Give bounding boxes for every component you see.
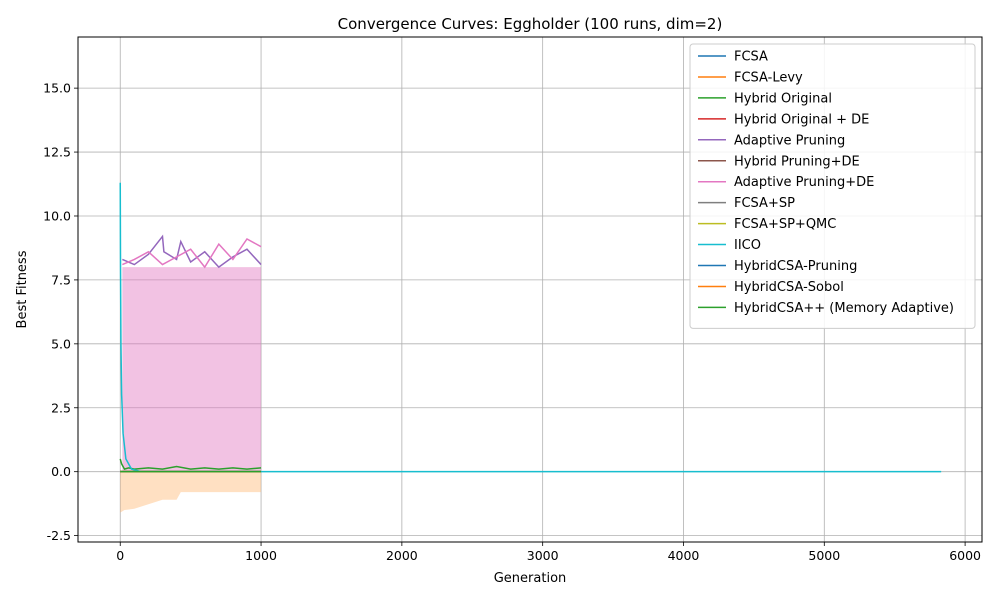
band-adaptive-pruning-de <box>122 267 262 472</box>
confidence-bands <box>120 267 262 513</box>
legend-label: IICO <box>734 238 761 253</box>
y-tick-label: 5.0 <box>51 336 71 351</box>
series-line-adaptive-pruning-de <box>122 238 262 269</box>
x-tick-label: 5000 <box>808 548 840 563</box>
legend-label: Adaptive Pruning <box>734 133 845 148</box>
chart-title: Convergence Curves: Eggholder (100 runs,… <box>338 15 723 33</box>
y-tick-label: 10.0 <box>43 208 71 223</box>
legend-label: HybridCSA-Pruning <box>734 259 857 274</box>
legend-label: Hybrid Pruning+DE <box>734 154 860 169</box>
legend-label: Hybrid Original + DE <box>734 112 869 127</box>
legend-label: HybridCSA-Sobol <box>734 280 844 295</box>
x-tick-label: 3000 <box>527 548 559 563</box>
legend-label: HybridCSA++ (Memory Adaptive) <box>734 301 954 316</box>
plot-area <box>77 36 983 543</box>
legend-label: Adaptive Pruning+DE <box>734 175 874 190</box>
series-line-adaptive-pruning <box>122 234 262 269</box>
series-line-hybrid-original <box>119 458 262 471</box>
legend-box <box>689 43 976 329</box>
y-tick-label: 2.5 <box>51 400 71 415</box>
legend-label: FCSA+SP+QMC <box>734 217 836 232</box>
axis-ticks: 0 1000 2000 3000 4000 5000 6000 -2.5 0.0 2.5 5.0 7.… <box>43 81 981 563</box>
y-tick-label: 0.0 <box>51 464 71 479</box>
band-hybridcsa-sobol <box>120 471 262 513</box>
legend-label: Hybrid Original <box>734 91 832 106</box>
legend-label: FCSA <box>734 50 768 65</box>
series-lines <box>119 182 942 473</box>
y-tick-label: 7.5 <box>51 272 71 287</box>
y-tick-label: 12.5 <box>43 145 71 160</box>
x-tick-label: 6000 <box>949 548 981 563</box>
x-axis-label: Generation <box>494 571 567 586</box>
x-tick-label: 2000 <box>386 548 418 563</box>
x-tick-label: 0 <box>116 548 124 563</box>
y-tick-label: -2.5 <box>47 528 71 543</box>
y-tick-label: 15.0 <box>43 81 71 96</box>
legend-label: FCSA-Levy <box>734 70 803 85</box>
legend-label: FCSA+SP <box>734 196 795 211</box>
y-axis-label: Best Fitness <box>15 250 30 328</box>
legend: FCSA FCSA-Levy Hybrid Original Hybrid Origi… <box>689 43 976 329</box>
x-tick-label: 1000 <box>245 548 277 563</box>
x-tick-label: 4000 <box>668 548 700 563</box>
